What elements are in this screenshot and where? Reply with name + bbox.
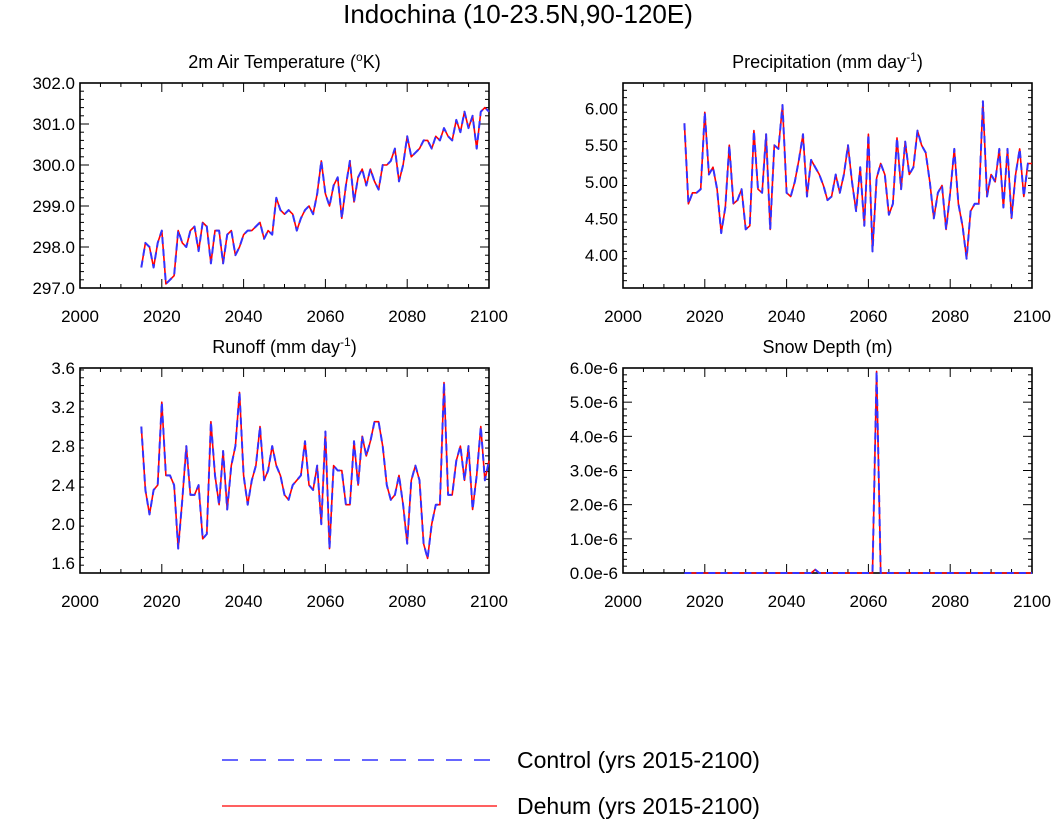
plot-frame-precipitation [622,82,1033,289]
panel-title-tail: K) [363,52,381,72]
plot-frame-snow-depth [622,367,1033,574]
panels-group: 2m Air Temperature (oK) 2000 2020 2040 2060 2… [32,50,1050,611]
panel-title-precipitation: Precipitation (mm day-1) [732,50,923,72]
y-tick-label: 301.0 [32,115,75,134]
y-tick-label: 2.0e-6 [570,496,618,515]
x-tick-label: 2020 [143,592,181,611]
x-tick-label: 2100 [1013,592,1051,611]
series-dehum-line-runoff [140,381,490,560]
panel-title-snow-depth: Snow Depth (m) [762,337,892,357]
panel-title-runoff: Runoff (mm day-1) [212,335,356,357]
x-tick-label: 2080 [931,592,969,611]
x-tick-label: 2060 [849,307,887,326]
panel-temperature: 2m Air Temperature (oK) 2000 2020 2040 2060 2… [32,50,507,326]
x-tick-label: 2040 [768,592,806,611]
panel-snow-depth: Snow Depth (m) 2000 2020 2040 2060 2080 2100 0.… [570,337,1051,611]
y-tick-label: 0.0e-6 [570,564,618,583]
panel-title-superscript: -1 [906,50,917,64]
panel-title-tail: ) [351,337,357,357]
x-tick-label: 2020 [686,307,724,326]
panel-title-main: Precipitation (mm day [732,52,906,72]
series-control-line-snow-depth [684,370,1032,574]
y-tick-label: 6.00 [585,100,618,119]
series-control-line-runoff [140,381,490,560]
y-tick-label: 297.0 [32,279,75,298]
legend-control-label: Control (yrs 2015-2100) [517,747,760,773]
y-tick-label: 6.0e-6 [570,359,618,378]
x-tick-label: 2040 [225,592,263,611]
panel-precipitation: Precipitation (mm day-1) 2000 2020 2040 2060… [585,50,1051,326]
y-tick-label: 300.0 [32,156,75,175]
x-tick-label: 2040 [768,307,806,326]
x-tick-label: 2080 [388,307,426,326]
series-control-line-temperature [140,106,490,285]
x-tick-label: 2100 [470,592,508,611]
panel-title-main: Runoff (mm day [212,337,340,357]
y-tick-label: 4.00 [585,246,618,265]
plot-frame-runoff [79,367,490,574]
x-tick-label: 2100 [470,307,508,326]
y-tick-label: 3.2 [51,398,75,417]
x-tick-label: 2020 [686,592,724,611]
x-tick-label: 2060 [306,307,344,326]
x-tick-label: 2060 [849,592,887,611]
x-tick-label: 2000 [604,592,642,611]
y-tick-label: 1.0e-6 [570,530,618,549]
figure-title: Indochina (10-23.5N,90-120E) [343,0,693,29]
y-tick-label: 2.0 [51,515,75,534]
plot-frame-temperature [79,82,490,289]
panel-title-main: 2m Air Temperature ( [188,52,356,72]
panel-title-tail: ) [917,52,923,72]
y-tick-label: 4.50 [585,209,618,228]
panel-title-superscript: o [356,50,363,64]
y-tick-label: 302.0 [32,74,75,93]
panel-title-superscript: -1 [340,335,351,349]
x-tick-label: 2020 [143,307,181,326]
y-tick-label: 298.0 [32,238,75,257]
y-tick-label: 3.6 [51,359,75,378]
x-tick-label: 2080 [388,592,426,611]
y-tick-label: 3.0e-6 [570,462,618,481]
y-tick-label: 1.6 [51,554,75,573]
series-control-line-precipitation [683,100,1032,260]
x-tick-label: 2000 [604,307,642,326]
panel-runoff: Runoff (mm day-1) 2000 2020 2040 2060 2080 210… [51,335,508,611]
y-tick-label: 5.0e-6 [570,393,618,412]
y-tick-label: 5.00 [585,173,618,192]
x-tick-label: 2100 [1013,307,1051,326]
y-tick-label: 299.0 [32,197,75,216]
y-tick-label: 2.4 [51,476,75,495]
legend-dehum-label: Dehum (yrs 2015-2100) [517,793,760,819]
legend: Control (yrs 2015-2100) Dehum (yrs 2015-… [222,747,760,819]
series-dehum-line-temperature [140,106,490,285]
panel-title-main: Snow Depth (m) [762,337,892,357]
panel-title-temperature: 2m Air Temperature (oK) [188,50,380,72]
y-tick-label: 4.0e-6 [570,427,618,446]
x-tick-label: 2000 [61,307,99,326]
x-tick-label: 2000 [61,592,99,611]
series-dehum-line-snow-depth [684,370,1032,574]
y-tick-label: 5.50 [585,136,618,155]
x-tick-label: 2040 [225,307,263,326]
x-tick-label: 2060 [306,592,344,611]
y-tick-label: 2.8 [51,437,75,456]
x-tick-label: 2080 [931,307,969,326]
